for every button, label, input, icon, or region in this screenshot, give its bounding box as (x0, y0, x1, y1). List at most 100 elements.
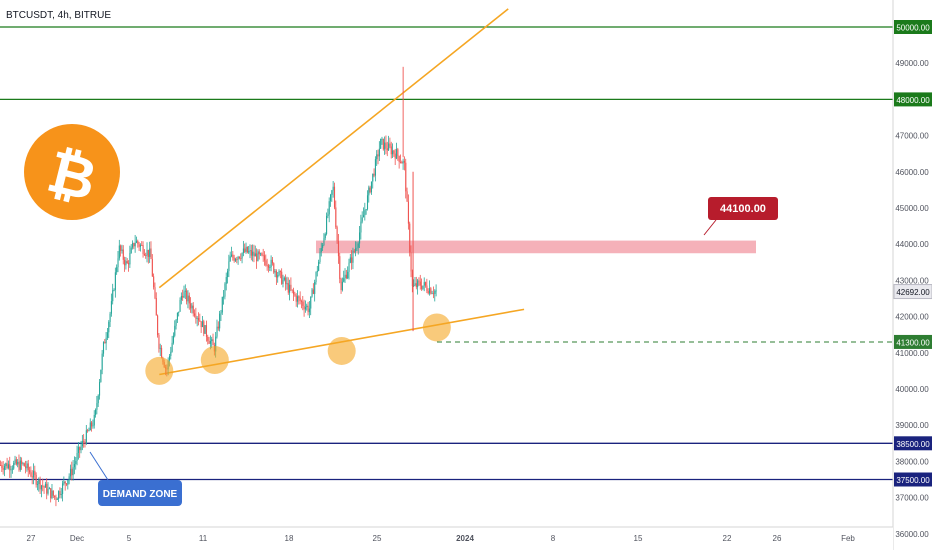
candle-body (187, 295, 189, 302)
swing-low-marker (145, 356, 174, 385)
candle-body (51, 490, 53, 499)
candle-body (157, 315, 159, 336)
candle-body (307, 305, 309, 313)
candle-body (380, 138, 382, 149)
candle-body (257, 251, 259, 262)
bitcoin-logo-circle (24, 124, 120, 220)
candle-body (64, 481, 66, 484)
candle-body (351, 257, 353, 263)
candle-body (237, 256, 239, 260)
candle-body (102, 342, 105, 354)
candle-body (386, 148, 388, 151)
price-level-label: 38500.00 (896, 440, 930, 449)
candle-body (401, 162, 403, 164)
price-level-label: 41300.00 (896, 338, 930, 347)
candle-body (91, 422, 93, 427)
candle-body (361, 217, 363, 222)
y-tick-label: 41000.00 (895, 349, 929, 358)
candle-body (269, 267, 271, 268)
current-price-label: 42692.00 (896, 288, 930, 297)
candle-body (248, 251, 250, 253)
candle-body (216, 326, 218, 337)
candle-body (180, 295, 182, 300)
x-tick-label: 5 (127, 534, 132, 543)
candle-body (369, 187, 371, 193)
candle-body (84, 441, 86, 444)
candle-body (192, 305, 194, 314)
candle-body (211, 339, 213, 342)
candle-body (190, 303, 192, 309)
candle-body (382, 138, 384, 150)
levels-layer (0, 26, 893, 481)
candle-body (310, 296, 312, 309)
candle-body (374, 159, 376, 176)
candle-body (423, 282, 425, 286)
candle-body (198, 318, 200, 321)
candle-body (204, 325, 206, 334)
candle-body (5, 463, 7, 467)
candle-body (327, 214, 329, 217)
candle-body (17, 461, 19, 465)
candle-body (252, 251, 254, 256)
candle-body (274, 271, 276, 273)
x-tick-label: 25 (373, 534, 382, 543)
candle-body (112, 290, 114, 302)
x-tick-label: Feb (841, 534, 855, 543)
candle-body (332, 186, 334, 191)
candle-body (422, 285, 424, 289)
candle-body (407, 201, 409, 224)
candle-body (47, 489, 49, 494)
candle-body (151, 258, 153, 277)
candle-body (315, 272, 317, 283)
price-axis-panel[interactable] (893, 0, 932, 550)
candle-body (26, 463, 28, 469)
candle-body (385, 142, 387, 149)
candle-body (143, 254, 145, 256)
candle-body (113, 289, 115, 291)
candle-body (271, 259, 274, 264)
candle-body (324, 234, 326, 239)
x-tick-label: 15 (634, 534, 643, 543)
candle-body (392, 150, 394, 155)
candle-body (92, 425, 94, 427)
candle-body (250, 250, 252, 256)
candle-body (364, 210, 366, 216)
candle-body (273, 263, 275, 273)
candle-body (312, 289, 314, 294)
candle-body (43, 486, 45, 488)
candle-body (137, 240, 139, 244)
candle-body (283, 277, 285, 280)
x-tick-label: 11 (199, 534, 208, 543)
candle-body (200, 321, 202, 328)
candle-body (246, 246, 248, 253)
candle-body (245, 246, 247, 252)
candle-body (191, 305, 193, 309)
candle-body (195, 315, 197, 319)
candle-body (244, 248, 246, 252)
price-level-badge (894, 334, 932, 349)
price-level-badge (894, 92, 932, 107)
candle-body (417, 280, 419, 288)
candle-body (323, 238, 325, 245)
time-axis-panel[interactable] (0, 527, 893, 550)
candle-body (285, 277, 287, 285)
candle-body (15, 459, 17, 465)
candle-body (81, 441, 83, 447)
candle-body (71, 468, 73, 476)
swing-low-marker (327, 336, 356, 365)
candle-body (153, 276, 155, 288)
candle-body (155, 297, 157, 316)
candle-body (201, 321, 204, 328)
candle-body (234, 259, 237, 261)
price-level-label: 37500.00 (896, 476, 930, 485)
candle-body (308, 308, 310, 313)
candle-body (320, 248, 322, 253)
candle-body (42, 485, 44, 487)
candle-body (303, 305, 305, 310)
candle-body (203, 321, 205, 334)
candle-body (297, 296, 299, 302)
candle-body (355, 248, 357, 252)
candle-body (125, 261, 127, 266)
candle-body (302, 301, 304, 306)
